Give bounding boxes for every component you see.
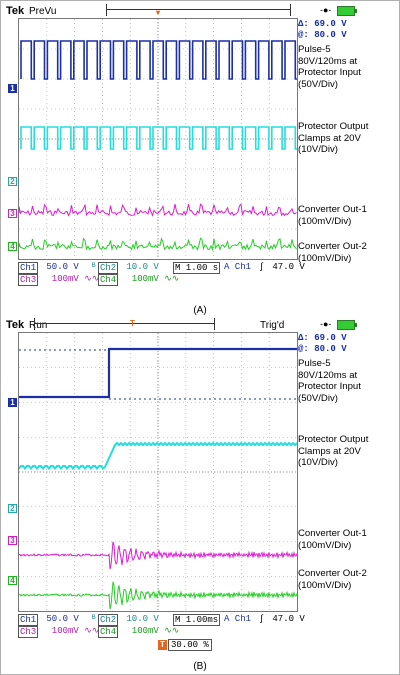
trigger-level: 47.0 V <box>267 614 305 624</box>
ch2-label: Ch2 <box>98 614 119 626</box>
status-row-1: Ch1 50.0 V ᴮ Ch2 10.0 V M 1.00 s A Ch1 ∫… <box>18 262 318 274</box>
measurement-delta: Δ: 69.0 V <box>298 333 347 343</box>
ch2-bw-icon: ᴮ <box>91 262 97 272</box>
trigger-slope-icon: ∫ <box>259 262 265 272</box>
channel-2-marker: 2 <box>8 177 17 186</box>
label-converter-out-1: Converter Out-1 (100mV/Div) <box>298 528 367 551</box>
trigger-slope-icon: ∫ <box>259 614 265 624</box>
scope-panel-a: Tek PreVu ▾ -●- Δ: 69.0 V @: 80.0 V 1 2 … <box>6 4 394 302</box>
waveform-canvas <box>19 333 297 611</box>
channel-1-trace <box>19 347 297 399</box>
channel-3-trace <box>19 541 297 570</box>
status-row-2: Ch3 100mV ∿∿ Ch4 100mV ∿∿ <box>18 626 318 638</box>
measurement-delta: Δ: 69.0 V <box>298 19 347 29</box>
waveform-display <box>18 18 298 260</box>
trigger-position-icon: T <box>158 640 167 650</box>
battery-icon <box>337 320 357 330</box>
channel-4-trace <box>19 581 297 610</box>
channel-3-marker: 3 <box>8 209 17 218</box>
ch4-scale: 100mV ∿∿ <box>121 274 180 284</box>
record-bracket-left <box>106 4 107 16</box>
battery-icon <box>337 6 357 16</box>
brand-label: Tek <box>6 319 25 331</box>
scope-header: Tek Run T Trig'd -●- <box>6 318 394 334</box>
ch3-label: Ch3 <box>18 626 39 638</box>
channel-4-trace <box>19 237 297 252</box>
ch1-label: Ch1 <box>18 262 39 274</box>
ch3-label: Ch3 <box>18 274 39 286</box>
power-plug-icon: -●- <box>320 5 332 15</box>
trigger-source: A Ch1 <box>224 614 252 624</box>
ch1-label: Ch1 <box>18 614 39 626</box>
trigger-position-readout: 30.00 % <box>168 639 212 651</box>
channel-2-marker: 2 <box>8 504 17 513</box>
waveform-display <box>18 332 298 612</box>
record-bracket-left <box>34 318 35 330</box>
trigger-position-marker: T <box>130 319 135 328</box>
channel-2-trace <box>20 126 297 150</box>
channel-4-marker: 4 <box>8 242 17 251</box>
channel-3-trace <box>19 203 297 217</box>
channel-4-marker: 4 <box>8 576 17 585</box>
waveform-canvas <box>19 19 297 259</box>
timebase: M 1.00ms <box>173 614 221 626</box>
caption-b: (B) <box>193 661 207 672</box>
trigger-level: 47.0 V <box>267 262 305 272</box>
ch4-scale: 100mV ∿∿ <box>121 626 180 636</box>
ch2-scale: 10.0 V <box>121 614 165 624</box>
ch4-label: Ch4 <box>98 274 119 286</box>
timebase: M 1.00 s <box>173 262 221 274</box>
ch3-scale: 100mV ∿∿ <box>41 274 100 284</box>
status-row-1: Ch1 50.0 V ᴮ Ch2 10.0 V M 1.00ms A Ch1 ∫… <box>18 614 318 626</box>
ch1-scale: 50.0 V <box>41 614 85 624</box>
scope-header: Tek PreVu ▾ -●- <box>6 4 394 20</box>
label-protector-output: Protector Output Clamps at 20V (10V/Div) <box>298 121 369 156</box>
channel-1-marker: 1 <box>8 84 17 93</box>
label-converter-out-2: Converter Out-2 (100mV/Div) <box>298 241 367 264</box>
ch2-label: Ch2 <box>98 262 119 274</box>
channel-1-marker: 1 <box>8 398 17 407</box>
brand-label: Tek <box>6 5 25 17</box>
acquisition-mode: Run <box>29 320 48 331</box>
acquisition-mode: PreVu <box>29 6 57 17</box>
measurement-at: @: 80.0 V <box>298 344 347 354</box>
ch1-scale: 50.0 V <box>41 262 85 272</box>
power-plug-icon: -●- <box>320 319 332 329</box>
ch2-bw-icon: ᴮ <box>91 614 97 624</box>
record-bracket-right <box>290 4 291 16</box>
channel-3-marker: 3 <box>8 536 17 545</box>
ch4-label: Ch4 <box>98 626 119 638</box>
record-bracket <box>106 9 290 10</box>
label-converter-out-1: Converter Out-1 (100mV/Div) <box>298 204 367 227</box>
ch2-scale: 10.0 V <box>121 262 165 272</box>
scope-panel-b: Tek Run T Trig'd -●- Δ: 69.0 V @: 80.0 V… <box>6 318 394 658</box>
record-bracket <box>34 323 214 324</box>
measurement-at: @: 80.0 V <box>298 30 347 40</box>
label-converter-out-2: Converter Out-2 (100mV/Div) <box>298 568 367 591</box>
label-pulse-5: Pulse-5 80V/120ms at Protector Input (50… <box>298 358 361 404</box>
trigger-source: A Ch1 <box>224 262 252 272</box>
caption-a: (A) <box>193 305 207 316</box>
record-bracket-right <box>214 318 215 330</box>
channel-1-trace <box>20 40 297 80</box>
label-protector-output: Protector Output Clamps at 20V (10V/Div) <box>298 434 369 469</box>
trigger-status: Trig'd <box>260 320 285 331</box>
ch3-scale: 100mV ∿∿ <box>41 626 100 636</box>
label-pulse-5: Pulse-5 80V/120ms at Protector Input (50… <box>298 44 361 90</box>
status-row-2: Ch3 100mV ∿∿ Ch4 100mV ∿∿ <box>18 274 318 286</box>
trigger-position-marker: ▾ <box>156 8 161 17</box>
channel-2-trace <box>19 441 297 471</box>
